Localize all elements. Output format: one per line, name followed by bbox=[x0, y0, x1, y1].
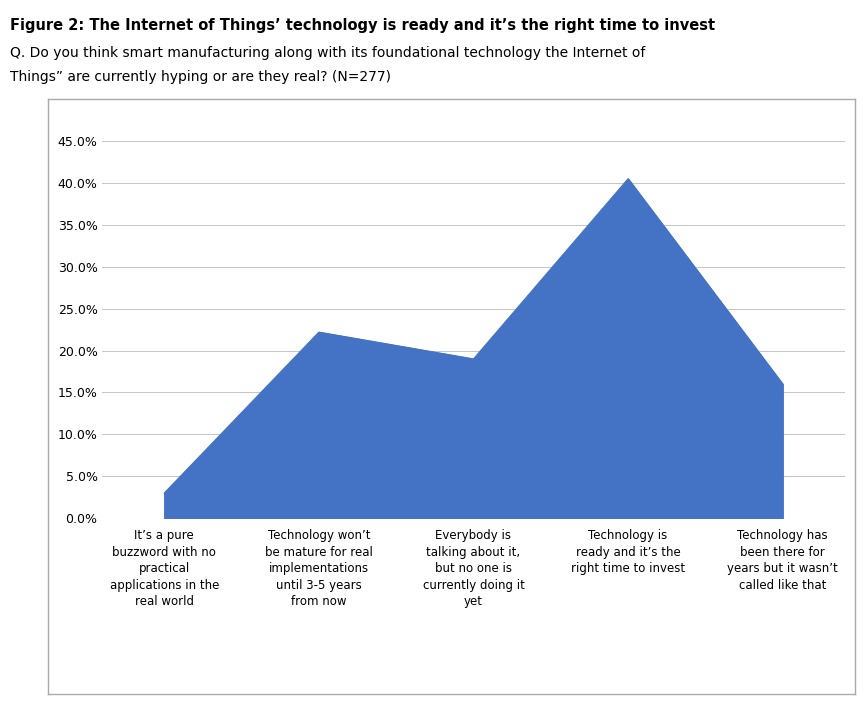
Text: Things” are currently hyping or are they real? (N=277): Things” are currently hyping or are they… bbox=[10, 70, 391, 85]
Text: Q. Do you think smart manufacturing along with its foundational technology the I: Q. Do you think smart manufacturing alon… bbox=[10, 46, 646, 60]
Text: Figure 2: The Internet of Things’ technology is ready and it’s the right time to: Figure 2: The Internet of Things’ techno… bbox=[10, 18, 715, 32]
